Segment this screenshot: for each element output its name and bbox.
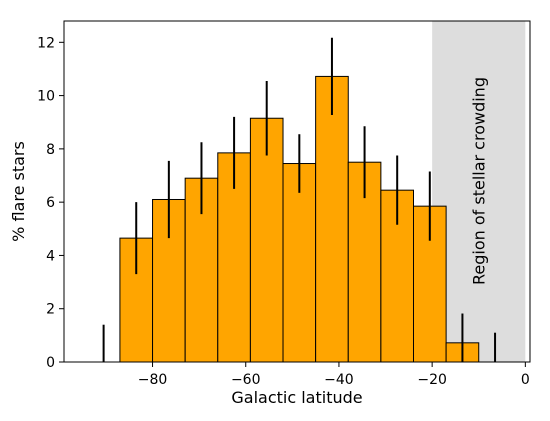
y-tick-label: 8 — [46, 142, 55, 158]
x-tick-label: −40 — [324, 372, 354, 388]
y-tick-label: 2 — [46, 302, 55, 318]
x-ticks: −80 −60 −40 −20 0 — [138, 362, 530, 388]
y-axis-label: % flare stars — [9, 141, 28, 242]
y-tick-label: 0 — [46, 355, 55, 371]
axes-frame — [63, 20, 531, 363]
stellar-crowding-region — [432, 21, 526, 362]
axes-box — [63, 20, 531, 363]
shaded-region-rect — [432, 21, 526, 362]
bar-5 — [249, 117, 284, 363]
x-axis-label: Galactic latitude — [231, 388, 362, 407]
y-ticks: 0 2 4 6 8 10 12 — [37, 35, 64, 371]
x-tick-label: 0 — [521, 372, 530, 388]
y-tick-label: 6 — [46, 195, 55, 211]
x-tick-label: −20 — [417, 372, 447, 388]
y-tick-label: 10 — [37, 89, 55, 105]
x-tick-label: −80 — [138, 372, 168, 388]
bar-6 — [282, 163, 317, 363]
y-tick-label: 4 — [46, 248, 55, 264]
bar-7 — [315, 75, 349, 363]
y-tick-label: 12 — [37, 35, 55, 51]
x-tick-label: −60 — [231, 372, 261, 388]
shaded-region-label: Region of stellar crowding — [470, 77, 489, 285]
error-bars-group — [102, 37, 497, 362]
